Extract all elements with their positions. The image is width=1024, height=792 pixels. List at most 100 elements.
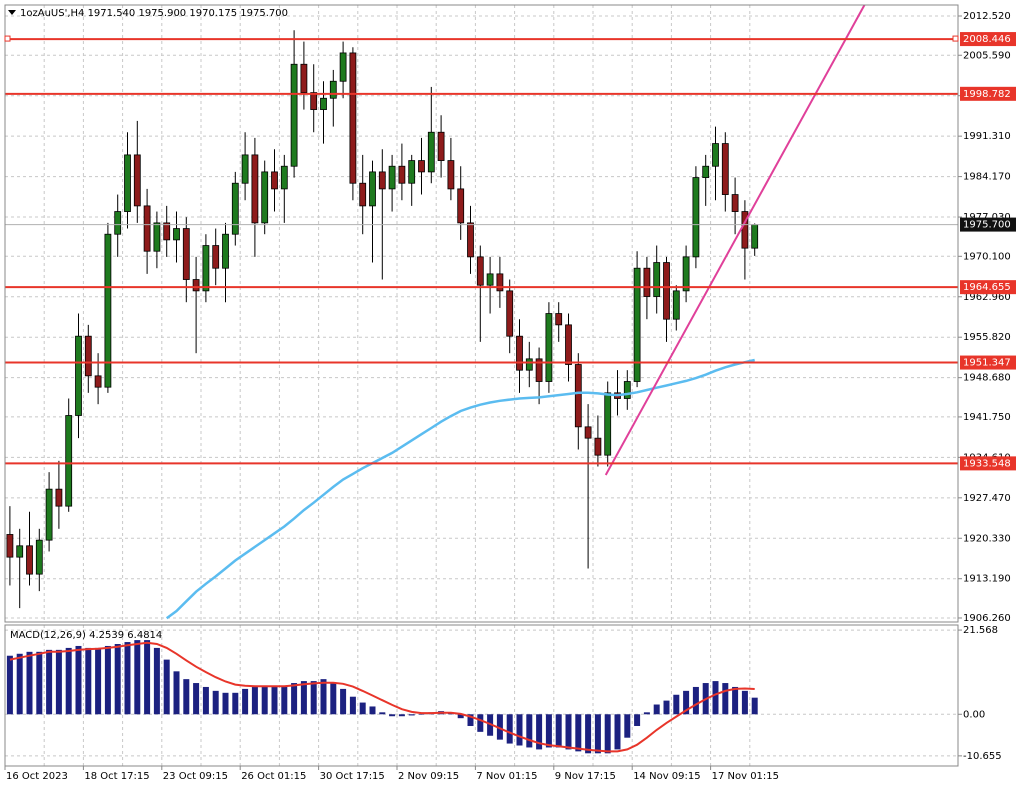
candle-body — [143, 205, 151, 252]
macd-bar — [26, 651, 33, 715]
x-tick-label: 7 Nov 01:15 — [476, 771, 537, 782]
candle-body — [182, 228, 190, 280]
macd-bar — [624, 714, 631, 738]
level-label: 1998.782 — [963, 89, 1011, 100]
candle-body — [192, 279, 200, 292]
symbol-menu-arrow[interactable] — [8, 10, 16, 15]
x-tick-label: 23 Oct 09:15 — [163, 771, 228, 782]
candle-body — [476, 256, 484, 286]
candle-body — [535, 358, 543, 382]
macd-bar — [663, 700, 670, 715]
level-handle — [4, 35, 11, 42]
candle-body — [408, 160, 416, 184]
macd-bar — [75, 645, 82, 715]
macd-bar — [212, 690, 219, 715]
candle-body — [427, 131, 435, 173]
macd-bar — [85, 647, 92, 715]
y-tick-label: 1941.750 — [963, 412, 1011, 423]
macd-bar — [281, 686, 288, 715]
level-label: 1933.548 — [963, 458, 1011, 469]
last-price-box — [960, 217, 1016, 232]
level-label-box — [960, 280, 1016, 295]
macd-bar — [359, 702, 366, 715]
macd-bar — [653, 704, 660, 715]
candle-body — [290, 63, 298, 167]
candle-body — [741, 211, 749, 249]
macd-bar — [369, 706, 376, 715]
macd-bar — [173, 671, 180, 715]
candle-body — [320, 97, 327, 110]
macd-bar — [242, 688, 249, 715]
candle-body — [261, 171, 269, 224]
candle-body — [45, 488, 53, 541]
macd-bar — [751, 697, 758, 715]
macd-bar — [202, 686, 209, 715]
candle-body — [359, 182, 367, 207]
candle-body — [310, 92, 318, 110]
level-label-box — [960, 86, 1016, 101]
macd-signal — [9, 641, 755, 753]
y-tick-label: 1970.100 — [963, 251, 1011, 262]
macd-bar — [692, 686, 699, 715]
macd-bar — [330, 683, 337, 715]
candle-body — [643, 267, 651, 297]
candle-body — [486, 273, 494, 286]
y-tick-label: 1984.170 — [963, 172, 1011, 183]
macd-bar — [379, 712, 386, 715]
candle-body — [555, 313, 563, 326]
last-price-label: 1975.700 — [963, 220, 1011, 231]
y-tick-label: 1913.190 — [963, 574, 1011, 585]
macd-bar — [36, 651, 43, 715]
macd-bar — [340, 688, 347, 715]
macd-bar — [193, 683, 200, 715]
y-tick-label: 1955.820 — [963, 332, 1011, 343]
macd-bar — [271, 686, 278, 715]
candle-body — [222, 233, 229, 269]
macd-bar — [536, 714, 543, 750]
candle-body — [124, 154, 131, 212]
macd-bar — [673, 694, 680, 715]
candle-body — [339, 52, 347, 82]
candle-body — [114, 211, 122, 235]
candle-body — [653, 262, 661, 297]
y-tick-label: 1991.310 — [963, 131, 1011, 142]
candle-body — [574, 364, 582, 428]
candle-body — [418, 160, 425, 173]
macd-bar — [467, 714, 474, 726]
candle-body — [437, 131, 445, 161]
x-tick-label: 9 Nov 17:15 — [555, 771, 616, 782]
candle-body — [398, 165, 406, 184]
candle-body — [457, 188, 465, 224]
macd-bar — [575, 714, 582, 752]
x-tick-label: 26 Oct 01:15 — [241, 771, 306, 782]
macd-bar — [496, 714, 503, 740]
candle-body — [623, 381, 631, 399]
macd-bar — [251, 686, 258, 715]
chart-header: 1ozAuUS',H4 1971.540 1975.900 1970.175 1… — [20, 8, 288, 19]
candle-body — [271, 171, 278, 190]
candle-body — [104, 233, 112, 388]
level-label-box — [960, 32, 1016, 47]
macd-bar — [114, 644, 121, 715]
level-label: 1964.655 — [963, 282, 1011, 293]
macd-bar — [614, 714, 621, 750]
macd-bar — [6, 655, 13, 715]
candle-body — [545, 313, 553, 382]
y-tick-label: 1927.470 — [963, 493, 1011, 504]
candle-body — [202, 245, 210, 292]
candle-body — [231, 182, 239, 235]
candle-body — [731, 194, 739, 212]
macd-bar — [418, 714, 425, 715]
candle-body — [133, 154, 141, 207]
level-label-box — [960, 456, 1016, 471]
y-tick-label: 21.568 — [963, 625, 998, 636]
macd-bar — [232, 692, 239, 715]
main-panel-border — [4, 4, 959, 623]
macd-bar — [153, 647, 160, 715]
macd-bar — [526, 714, 533, 748]
macd-bar — [555, 714, 562, 748]
candle-body — [447, 160, 455, 190]
candle-body — [163, 222, 171, 241]
macd-bar — [16, 653, 23, 715]
